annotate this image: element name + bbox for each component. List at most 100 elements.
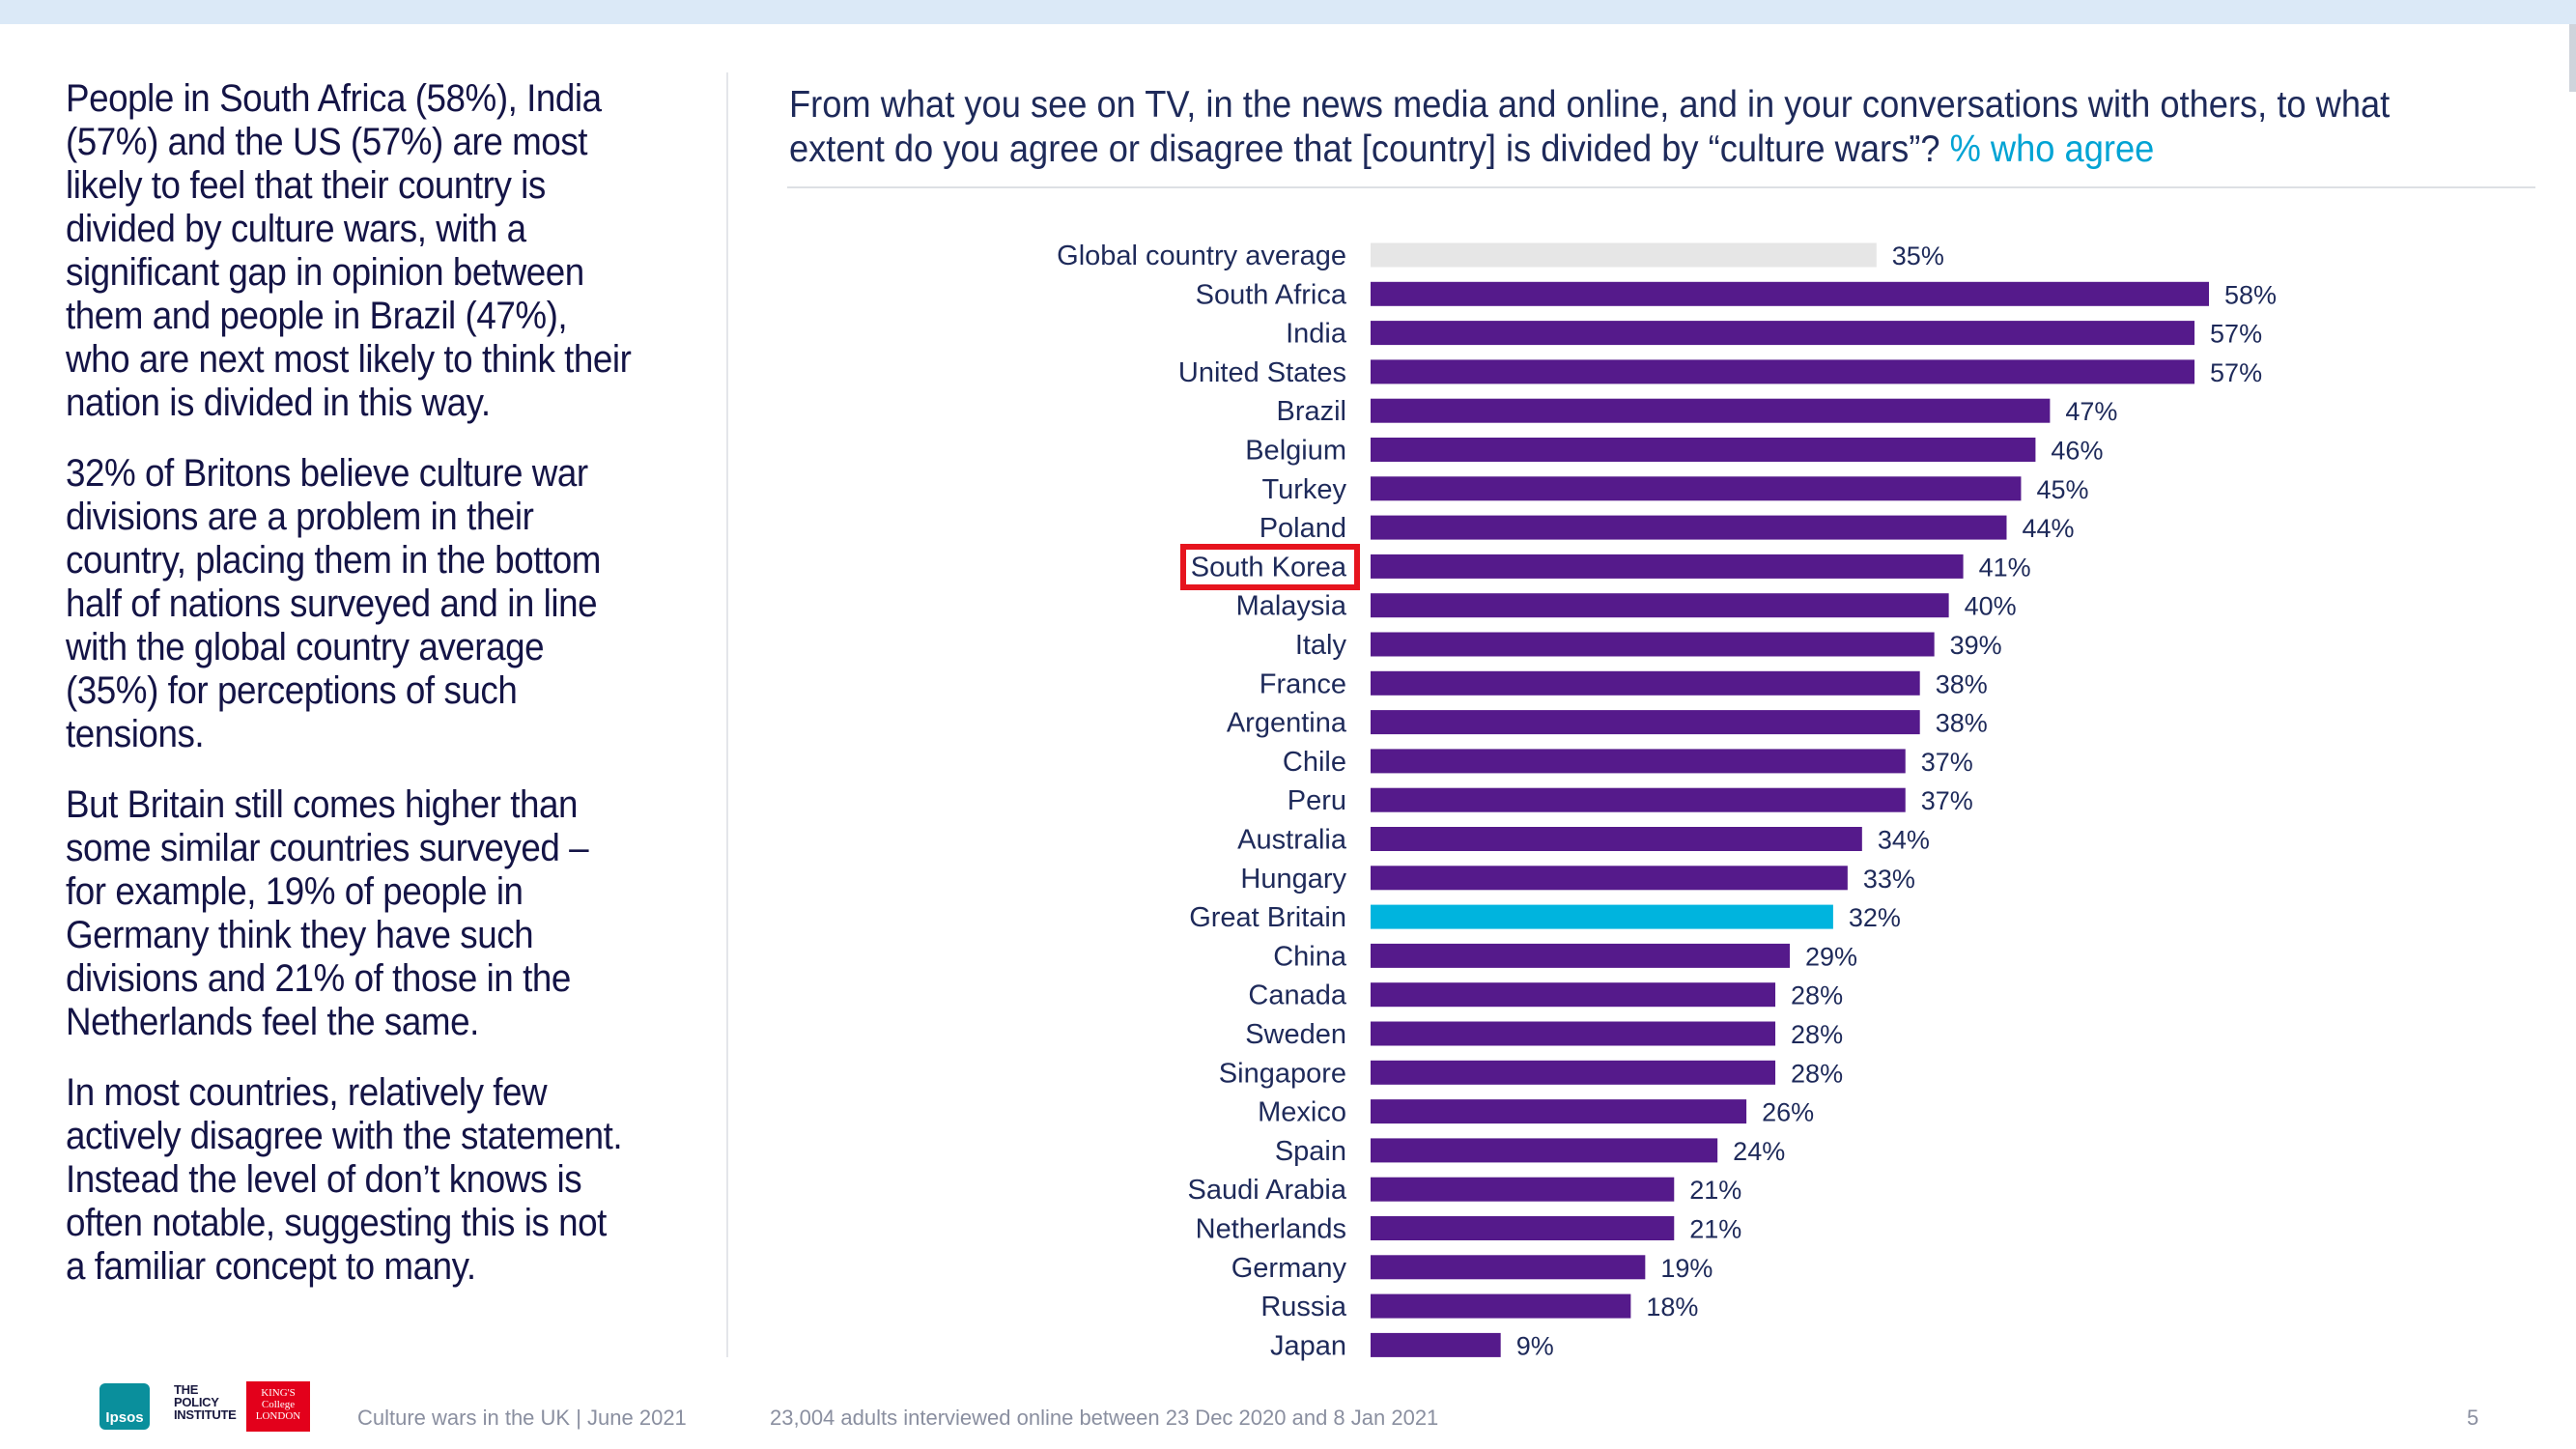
- bar-hungary: [1371, 866, 1848, 891]
- publication-label: Culture wars in the UK | June 2021: [357, 1406, 687, 1430]
- category-label: China: [1273, 941, 1347, 972]
- bar-chile: [1371, 749, 1906, 774]
- bar-italy: [1371, 632, 1935, 657]
- survey-question: From what you see on TV, in the news med…: [789, 83, 2433, 172]
- bar-global-country-average: [1371, 242, 1877, 268]
- value-label: 28%: [1791, 1020, 1843, 1049]
- category-label: Global country average: [1057, 241, 1346, 271]
- value-label: 19%: [1660, 1254, 1713, 1283]
- question-text: From what you see on TV, in the news med…: [789, 84, 2391, 170]
- bar-france: [1371, 670, 1920, 696]
- value-label: 58%: [2224, 280, 2277, 309]
- column-divider: [726, 72, 728, 1357]
- value-label: 33%: [1863, 865, 1915, 894]
- category-label: Mexico: [1258, 1097, 1346, 1128]
- bar-belgium: [1371, 438, 2036, 462]
- value-label: 29%: [1805, 942, 1857, 971]
- bar-singapore: [1371, 1060, 1776, 1085]
- category-label: Sweden: [1245, 1019, 1346, 1050]
- category-label: Chile: [1283, 747, 1346, 778]
- value-label: 26%: [1762, 1098, 1814, 1127]
- page-number: 5: [2467, 1406, 2479, 1430]
- value-label: 18%: [1646, 1293, 1698, 1321]
- value-label: 28%: [1791, 981, 1843, 1010]
- bar-spain: [1371, 1138, 1718, 1163]
- bar-netherlands: [1371, 1216, 1675, 1240]
- bar-brazil: [1371, 398, 2051, 423]
- value-label: 37%: [1921, 748, 1973, 777]
- value-label: 38%: [1936, 709, 1988, 738]
- value-label: 24%: [1733, 1137, 1785, 1166]
- bar-malaysia: [1371, 593, 1949, 618]
- commentary-paragraph: But Britain still comes higher than some…: [66, 783, 589, 1043]
- value-label: 44%: [2022, 514, 2074, 543]
- bar-russia: [1371, 1293, 1631, 1319]
- bar-poland: [1371, 515, 2007, 540]
- category-label: Malaysia: [1236, 591, 1347, 622]
- category-label: Netherlands: [1196, 1214, 1346, 1245]
- commentary-paragraph: In most countries, relatively few active…: [66, 1071, 623, 1288]
- category-label: Turkey: [1261, 474, 1346, 505]
- category-label: Belgium: [1245, 436, 1346, 467]
- value-label: 38%: [1936, 669, 1988, 698]
- bar-india: [1371, 321, 2195, 346]
- highlight-box: [1180, 544, 1360, 590]
- category-label: Peru: [1288, 785, 1346, 816]
- question-accent: % who agree: [1949, 128, 2155, 170]
- category-label: Hungary: [1240, 864, 1346, 895]
- category-label: Argentina: [1227, 708, 1347, 739]
- value-label: 34%: [1878, 826, 1930, 855]
- value-label: 21%: [1689, 1215, 1741, 1244]
- value-label: 21%: [1689, 1176, 1741, 1205]
- bar-australia: [1371, 827, 1862, 851]
- category-label: Australia: [1237, 825, 1347, 856]
- value-label: 39%: [1950, 631, 2002, 660]
- bar-germany: [1371, 1255, 1646, 1280]
- value-label: 28%: [1791, 1059, 1843, 1088]
- value-label: 57%: [2210, 358, 2262, 387]
- value-label: 46%: [2051, 437, 2103, 466]
- category-label: Singapore: [1219, 1058, 1346, 1089]
- bar-peru: [1371, 787, 1906, 812]
- category-label: India: [1286, 319, 1347, 350]
- value-label: 40%: [1965, 592, 2017, 621]
- category-label: Spain: [1275, 1136, 1346, 1167]
- category-label: Japan: [1270, 1330, 1346, 1361]
- category-label: United States: [1178, 357, 1346, 388]
- category-label: Great Britain: [1189, 902, 1346, 933]
- bar-saudi-arabia: [1371, 1177, 1675, 1202]
- bar-japan: [1371, 1332, 1501, 1357]
- value-label: 57%: [2210, 320, 2262, 349]
- value-label: 41%: [1979, 553, 2031, 582]
- bar-great-britain: [1371, 904, 1833, 929]
- category-label: France: [1260, 668, 1346, 699]
- top-strip: [0, 0, 2576, 24]
- slide-edge: [2569, 24, 2576, 92]
- bar-mexico: [1371, 1099, 1747, 1124]
- category-label: Poland: [1260, 513, 1346, 544]
- value-label: 9%: [1516, 1331, 1554, 1360]
- policy-institute-logo: THE POLICY INSTITUTE: [174, 1382, 237, 1422]
- bar-canada: [1371, 982, 1776, 1008]
- bar-south-africa: [1371, 281, 2209, 306]
- bar-china: [1371, 943, 1790, 968]
- commentary-paragraph: 32% of Britons believe culture war divis…: [66, 452, 601, 755]
- value-label: 37%: [1921, 786, 1973, 815]
- bar-united-states: [1371, 359, 2195, 384]
- category-label: Germany: [1231, 1253, 1347, 1284]
- category-label: Canada: [1248, 980, 1346, 1011]
- kings-college-logo: KING'S College LONDON: [246, 1381, 310, 1432]
- bar-south-korea: [1371, 554, 1964, 579]
- bar-turkey: [1371, 476, 2022, 501]
- commentary-panel: People in South Africa (58%), India (57%…: [66, 77, 635, 1316]
- category-label: Italy: [1295, 630, 1347, 661]
- ipsos-logo: Ipsos: [99, 1383, 150, 1430]
- category-label: Russia: [1260, 1292, 1347, 1322]
- bar-sweden: [1371, 1021, 1776, 1046]
- value-label: 32%: [1849, 903, 1901, 932]
- bar-argentina: [1371, 710, 1920, 735]
- value-label: 35%: [1892, 242, 1944, 270]
- bar-chart: Global country average 35% South Africa 58%…: [1057, 241, 2277, 1361]
- category-label: Brazil: [1276, 396, 1346, 427]
- category-label: South Africa: [1196, 279, 1347, 310]
